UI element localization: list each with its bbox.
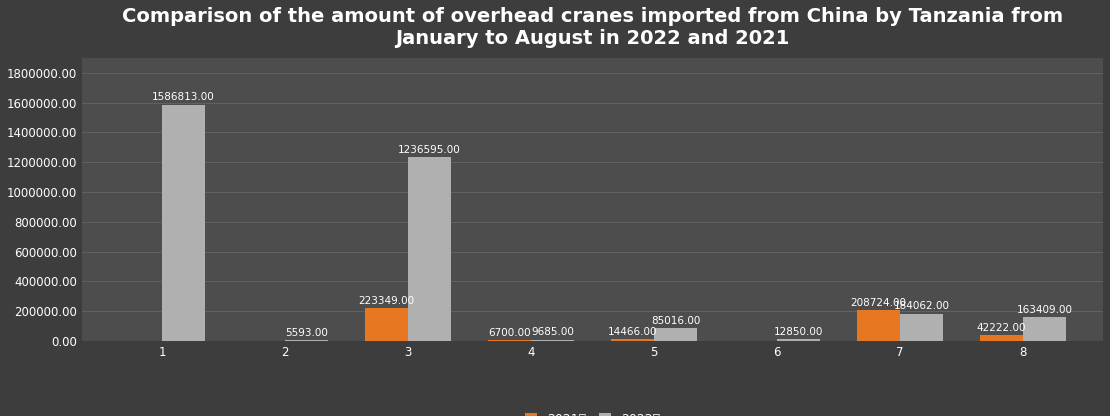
Bar <box>900 314 944 341</box>
Bar <box>777 339 820 341</box>
Text: 223349.00: 223349.00 <box>359 296 415 306</box>
Bar <box>1023 317 1067 341</box>
Text: 5593.00: 5593.00 <box>285 328 329 338</box>
Text: 163409.00: 163409.00 <box>1017 305 1072 314</box>
Text: 9685.00: 9685.00 <box>532 327 574 337</box>
Bar <box>408 157 451 341</box>
Bar <box>285 340 329 341</box>
Bar <box>654 329 697 341</box>
Bar <box>857 310 900 341</box>
Bar <box>365 308 408 341</box>
Legend: 2021年, 2022年: 2021年, 2022年 <box>525 413 660 416</box>
Bar <box>488 340 531 341</box>
Text: 85016.00: 85016.00 <box>650 316 700 326</box>
Bar <box>162 104 205 341</box>
Text: 208724.00: 208724.00 <box>850 298 907 308</box>
Text: 12850.00: 12850.00 <box>774 327 824 337</box>
Text: 184062.00: 184062.00 <box>894 302 950 312</box>
Text: 14466.00: 14466.00 <box>608 327 657 337</box>
Bar <box>531 340 574 341</box>
Text: 1236595.00: 1236595.00 <box>398 144 461 154</box>
Bar <box>980 335 1023 341</box>
Text: 42222.00: 42222.00 <box>977 322 1027 332</box>
Text: 1586813.00: 1586813.00 <box>152 92 215 102</box>
Title: Comparison of the amount of overhead cranes imported from China by Tanzania from: Comparison of the amount of overhead cra… <box>122 7 1063 48</box>
Text: 6700.00: 6700.00 <box>488 328 531 338</box>
Bar <box>612 339 654 341</box>
